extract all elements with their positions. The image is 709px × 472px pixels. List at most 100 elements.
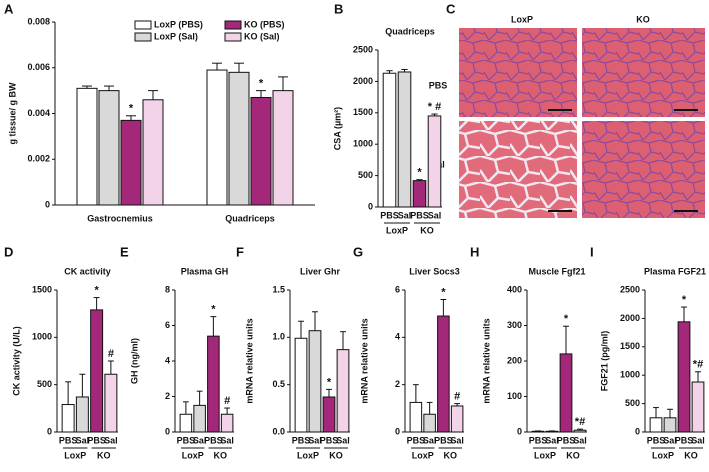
group-label: LoxP <box>182 450 204 460</box>
bar <box>206 69 228 206</box>
panel-letter: I <box>590 244 594 259</box>
x-tick-label: Sal <box>423 435 437 445</box>
y-tick-label: 1000 <box>32 332 52 342</box>
chart-title: Plasma FGF21 <box>644 266 706 276</box>
y-tick-label: 0 <box>45 199 50 209</box>
x-tick-label: PBS <box>204 435 223 445</box>
legend-swatch <box>134 20 152 30</box>
annotation: * <box>211 304 216 316</box>
micrograph <box>582 121 705 218</box>
y-tick-label: 2500 <box>353 44 373 54</box>
bar <box>559 353 573 433</box>
bar <box>322 396 336 433</box>
x-tick-label: Sal <box>220 435 234 445</box>
group-label: LoxP <box>652 450 674 460</box>
bar <box>61 404 75 433</box>
x-tick-label: Sal <box>76 435 90 445</box>
y-tick-label: 2 <box>165 391 170 401</box>
y-tick-label: 500 <box>358 170 373 180</box>
bar <box>409 401 423 433</box>
legend-swatch <box>224 20 242 30</box>
bar <box>207 335 220 433</box>
group-label: LoxP <box>412 450 434 460</box>
y-tick-label: 0.008 <box>27 16 50 26</box>
bar <box>427 115 442 208</box>
x-tick-label: Sal <box>336 435 350 445</box>
histology-panel: C LoxP KO PBS Sal <box>429 1 705 218</box>
x-tick-label: Sal <box>308 435 322 445</box>
y-tick-label: 4 <box>395 332 400 342</box>
bar <box>220 413 234 433</box>
x-tick-label: PBS <box>320 435 339 445</box>
y-tick-label: 8 <box>165 284 170 294</box>
x-tick-label: Sal <box>545 435 559 445</box>
annotation: * # <box>428 101 441 113</box>
bar <box>120 119 142 206</box>
micrograph <box>459 28 577 117</box>
x-tick-label: Sal <box>428 210 442 220</box>
bar <box>573 429 587 433</box>
bar <box>250 96 272 206</box>
y-tick-label: 6 <box>395 284 400 294</box>
group-label: KO <box>97 450 111 460</box>
chart-title: Liver Socs3 <box>409 266 460 276</box>
panel-letter: D <box>4 244 13 259</box>
bar <box>663 417 677 433</box>
x-tick-label: Sal <box>663 435 677 445</box>
y-tick-label: 2 <box>395 379 400 389</box>
group-label: LoxP <box>64 450 86 460</box>
bar <box>450 405 464 433</box>
x-tick-label: PBS <box>675 435 694 445</box>
x-tick-label: Sal <box>573 435 587 445</box>
legend-swatch <box>134 32 152 42</box>
bar <box>336 349 350 433</box>
y-tick-label: 1500 <box>620 341 640 351</box>
bar <box>104 373 118 433</box>
y-tick-label: 0.006 <box>27 62 50 72</box>
group-label: KO <box>444 450 458 460</box>
x-tick-label: PBS <box>410 210 429 220</box>
group-label: KO <box>329 450 343 460</box>
x-tick-label: PBS <box>647 435 666 445</box>
bar <box>649 417 663 433</box>
x-tick-label: PBS <box>292 435 311 445</box>
chart-title: CK activity <box>64 266 111 276</box>
bar <box>691 381 705 433</box>
y-axis-label: mRNA relative units <box>244 318 254 403</box>
y-axis-label: mRNA relative units <box>481 318 491 403</box>
y-tick-label: 0.5 <box>272 379 285 389</box>
bar <box>193 404 206 433</box>
y-tick-label: 1.5 <box>272 284 285 294</box>
y-axis-label: GH (ng/ml) <box>129 338 139 384</box>
annotation: * <box>259 78 264 90</box>
y-tick-label: 0.0 <box>272 426 285 436</box>
y-tick-label: 0 <box>368 201 373 211</box>
group-label: LoxP <box>297 450 319 460</box>
annotation: *# <box>575 416 585 428</box>
y-tick-label: 2000 <box>353 76 373 86</box>
group-label: KO <box>566 450 580 460</box>
y-tick-label: 1500 <box>32 284 52 294</box>
legend-label: KO (Sal) <box>244 31 280 41</box>
chart-title: Quadriceps <box>385 26 435 36</box>
annotation: * <box>94 284 99 296</box>
bar <box>382 72 397 208</box>
panel-letter: H <box>470 244 479 259</box>
x-tick-label: Sal <box>104 435 118 445</box>
group-label: KO <box>684 450 698 460</box>
bar <box>677 321 691 433</box>
x-tick-label: Sal <box>398 210 412 220</box>
y-tick-label: 100 <box>507 391 522 401</box>
y-tick-label: 500 <box>625 398 640 408</box>
y-tick-label: 500 <box>37 379 52 389</box>
micrograph <box>582 28 705 117</box>
x-tick-label: Gastrocnemius <box>87 213 153 223</box>
panel-letter: E <box>120 244 129 259</box>
legend-label: LoxP (Sal) <box>154 31 198 41</box>
group-label: LoxP <box>386 225 408 235</box>
group-label: KO <box>214 450 228 460</box>
x-tick-label: PBS <box>59 435 78 445</box>
y-tick-label: 400 <box>507 284 522 294</box>
x-tick-label: PBS <box>557 435 576 445</box>
bar <box>294 337 308 433</box>
